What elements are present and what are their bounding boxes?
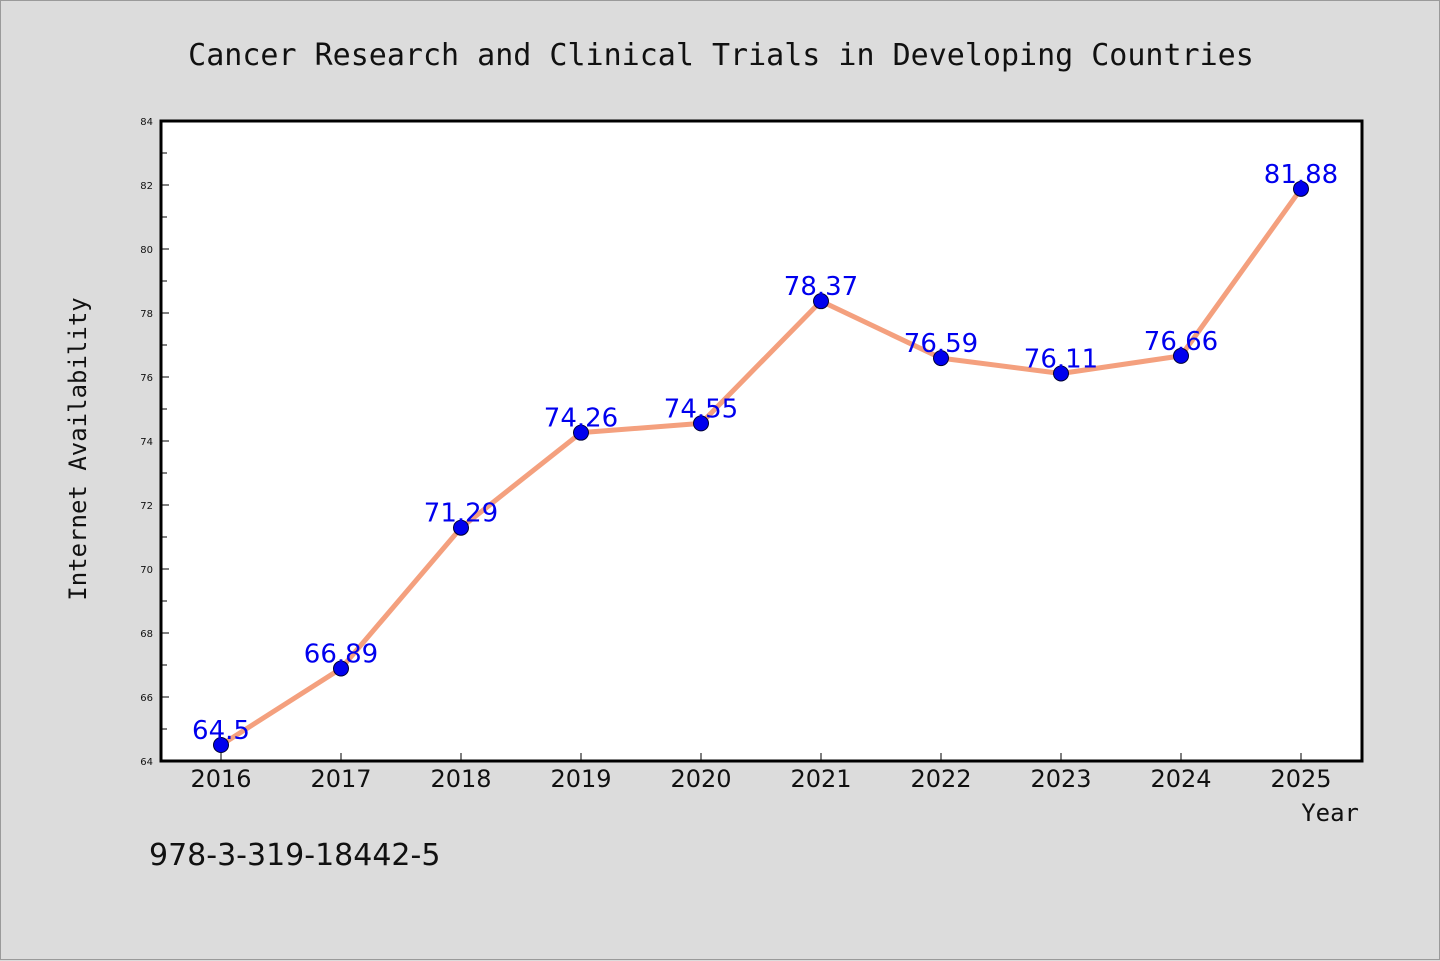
- y-tick-label: 70: [140, 565, 153, 576]
- data-point: [333, 660, 349, 677]
- x-tick-label: 2020: [670, 765, 731, 793]
- data-label: 81.88: [1264, 160, 1338, 190]
- plot-area-frame: [159, 119, 1364, 763]
- data-point: [453, 519, 469, 536]
- data-point: [213, 737, 229, 753]
- y-tick-label: 84: [140, 117, 153, 128]
- x-tick-label: 2016: [190, 765, 251, 793]
- x-axis-label: Year: [1301, 799, 1359, 827]
- data-point: [933, 350, 949, 367]
- data-label: 71.29: [424, 499, 498, 529]
- data-label: 74.26: [544, 404, 618, 434]
- plot-area-background: [161, 121, 1362, 761]
- data-point: [1173, 347, 1189, 364]
- y-tick-label: 66: [140, 693, 153, 704]
- data-label: 66.89: [304, 640, 378, 670]
- x-tick-label: 2022: [910, 765, 971, 793]
- chart-title: Cancer Research and Clinical Trials in D…: [188, 38, 1254, 73]
- y-tick-label: 76: [140, 373, 153, 384]
- x-tick-label: 2021: [790, 765, 851, 793]
- data-point: [1053, 365, 1069, 382]
- data-point: [813, 293, 829, 310]
- series-layer: [213, 180, 1309, 753]
- y-tick-label: 74: [140, 437, 153, 448]
- axis-ticks: 64 66 68 70 72 74 76 78 80 82 84 2016 2017 2018 2019 20…: [140, 117, 1331, 793]
- data-point: [693, 415, 709, 432]
- y-tick-label: 64: [140, 757, 153, 768]
- x-tick-label: 2017: [310, 765, 371, 793]
- y-tick-label: 72: [140, 501, 153, 512]
- data-label: 76.11: [1024, 344, 1098, 374]
- isbn-text: 978-3-319-18442-5: [149, 838, 440, 873]
- data-label: 78.37: [784, 272, 858, 302]
- x-tick-label: 2019: [550, 765, 611, 793]
- data-label: 76.59: [904, 329, 978, 359]
- x-tick-label: 2025: [1270, 765, 1331, 793]
- data-point: [1293, 180, 1309, 197]
- data-label: 74.55: [664, 394, 738, 424]
- data-label: 76.66: [1144, 327, 1218, 357]
- data-labels: 64.5 66.89 71.29 74.26 74.55 78.37 76.59 76.11 7…: [192, 160, 1338, 746]
- data-point: [573, 424, 589, 441]
- x-tick-label: 2024: [1150, 765, 1211, 793]
- y-tick-label: 78: [140, 309, 153, 320]
- y-tick-label: 80: [140, 245, 153, 256]
- series-line: [218, 186, 1304, 748]
- y-tick-label: 68: [140, 629, 153, 640]
- x-tick-label: 2023: [1030, 765, 1091, 793]
- x-tick-label: 2018: [430, 765, 491, 793]
- y-axis-label: Internet Availability: [64, 297, 92, 600]
- y-tick-label: 82: [140, 181, 153, 192]
- data-label: 64.5: [192, 716, 250, 746]
